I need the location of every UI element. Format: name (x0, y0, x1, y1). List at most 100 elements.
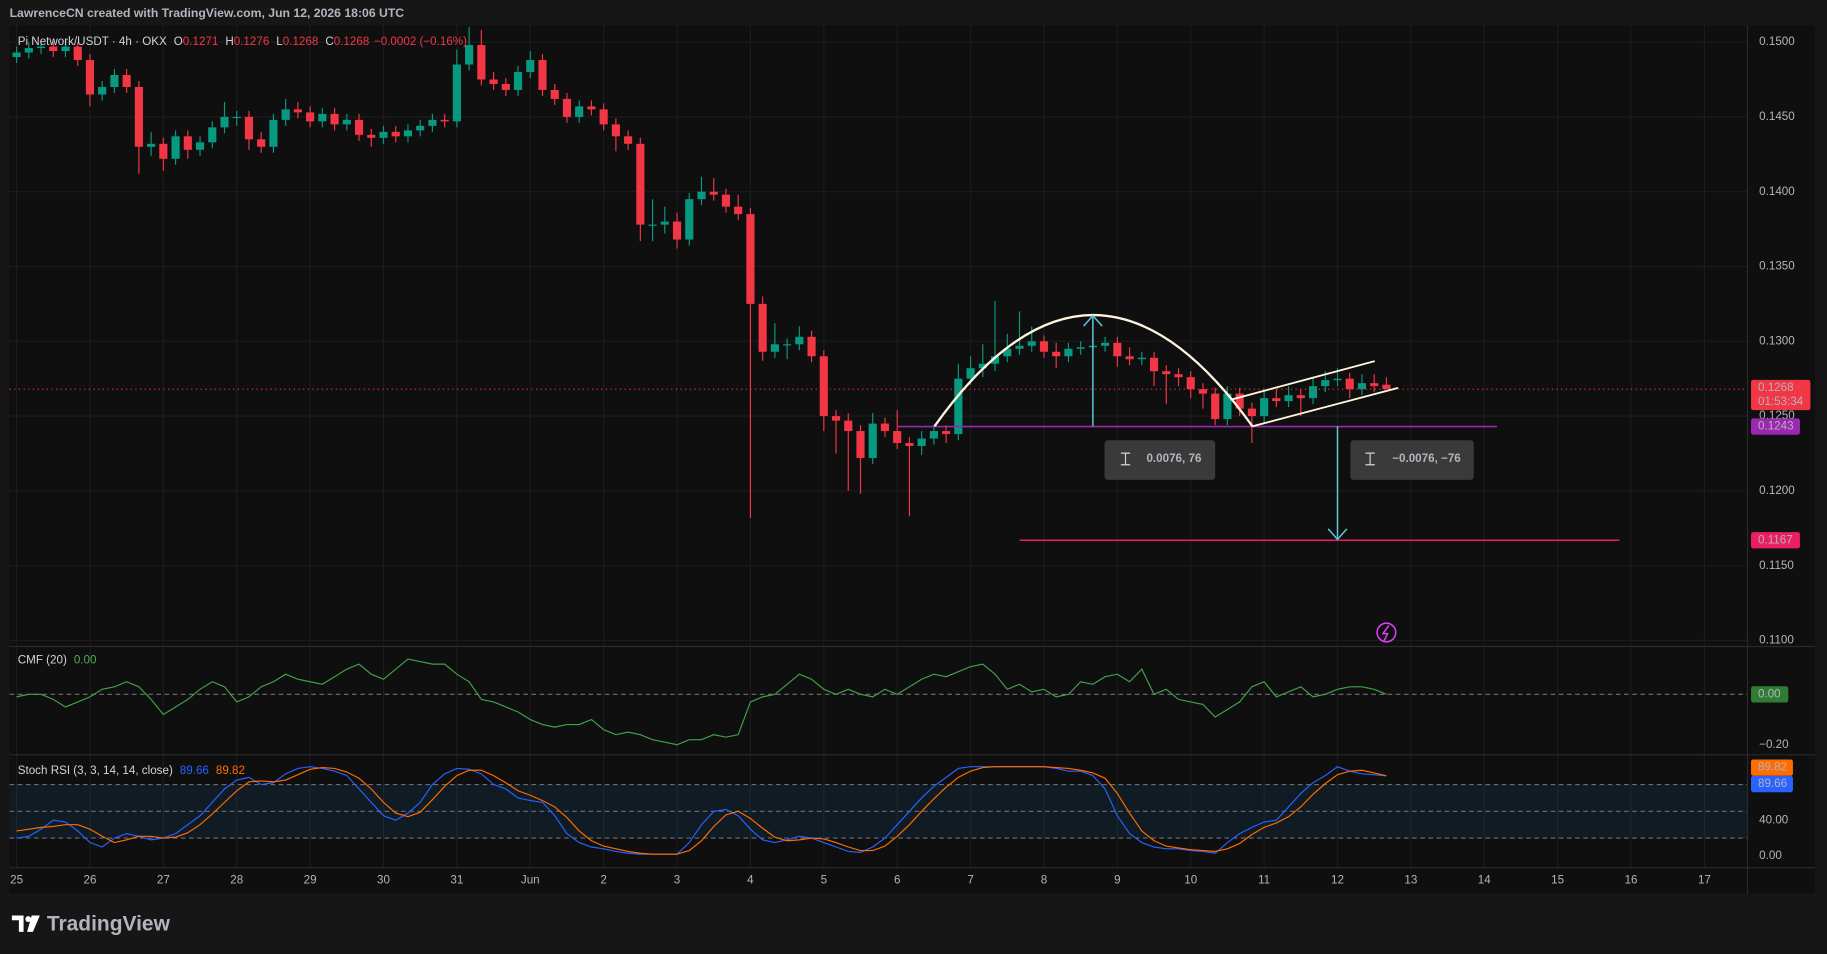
candle-body (367, 134, 376, 138)
candle-body (1272, 398, 1281, 402)
candle-body (183, 136, 192, 150)
chart-background (9, 25, 1816, 894)
legend-title: Pi Network/USDT · 4h · OKX (18, 35, 167, 48)
candle-body (489, 79, 498, 84)
candle-body (147, 143, 156, 147)
candle-body (550, 89, 559, 99)
candle-body (611, 124, 620, 137)
y-tick-label: 0.1100 (1759, 634, 1794, 647)
x-tick-label: Jun (521, 874, 540, 887)
candle-body (379, 131, 388, 138)
candle-body (844, 420, 853, 432)
candle-body (575, 106, 584, 117)
candle-body (1113, 342, 1122, 357)
y-tick-label: 0.1350 (1759, 260, 1795, 273)
candle-body (672, 221, 682, 240)
x-tick-label: 5 (821, 874, 827, 887)
x-tick-label: 11 (1258, 874, 1270, 887)
candle-body (587, 106, 596, 110)
candle-body (1296, 395, 1305, 399)
candle-body (1357, 383, 1367, 390)
measure-label: 0.0076, 76 (1146, 452, 1201, 465)
legend-value: 0.1268 (334, 35, 370, 48)
candle-body (1101, 342, 1110, 346)
indicator-title: CMF (20) (18, 654, 67, 667)
indicator-tag-label: 0.00 (1758, 687, 1781, 700)
candle-body (110, 74, 119, 87)
legend: Pi Network/USDT · 4h · OKX O0.1271 H0.1276… (18, 35, 467, 48)
legend-value: 0.1276 (234, 35, 270, 48)
y-tick-label: −0.20 (1759, 738, 1789, 751)
x-tick-label: 25 (10, 874, 23, 887)
candle-body (281, 109, 290, 120)
channel-lower (1252, 386, 1399, 428)
candle-body (428, 119, 437, 126)
event-icon[interactable] (1376, 622, 1397, 643)
y-tick-label: 0.1300 (1759, 334, 1795, 347)
legend-change: −0.0002 (−0.16%) (374, 35, 467, 48)
candle-body (734, 206, 743, 215)
candle-body (636, 143, 645, 225)
candle-body (269, 119, 278, 147)
candle-body (1321, 380, 1330, 387)
candle-body (709, 191, 718, 195)
candle-body (807, 336, 816, 357)
candle-body (526, 60, 535, 73)
y-tick-label: 0.1200 (1759, 484, 1795, 497)
candle-body (318, 113, 327, 122)
candle-body (1003, 348, 1012, 357)
candle-body (134, 86, 143, 147)
legend-key: L (276, 35, 283, 48)
candle-body (257, 139, 266, 147)
indicator-tag-label: 89.82 (1758, 761, 1787, 774)
candle-body (685, 199, 694, 240)
logo-mark (11, 915, 24, 932)
indicator-legend: CMF (20) 0.00 (18, 654, 97, 667)
indicator-tag (1751, 759, 1793, 776)
candle-body (195, 142, 205, 150)
arrow-head (1327, 528, 1348, 541)
candle-body (12, 52, 21, 58)
indicator-value: 89.66 (180, 764, 209, 777)
candle-body (1149, 357, 1159, 372)
y-tick-label: 0.1400 (1759, 185, 1795, 198)
x-tick-label: 8 (1041, 874, 1047, 887)
brand-logo: TradingView (11, 912, 171, 935)
candle-body (330, 113, 339, 125)
candle-body (1211, 393, 1220, 420)
y-tick-label: 0.00 (1759, 849, 1782, 862)
candle-body (122, 74, 131, 87)
grid-layer (9, 25, 1748, 868)
candle-body (1076, 347, 1085, 349)
candle-body (1174, 374, 1183, 378)
candle-body (1015, 345, 1024, 349)
candle-body (624, 136, 633, 144)
candle-body (1223, 393, 1232, 420)
indicator-line (16, 766, 1387, 855)
candle-body (440, 119, 449, 122)
indicator-tag (1751, 775, 1793, 793)
x-tick-label: 13 (1404, 874, 1417, 887)
candle-body (942, 431, 951, 435)
x-tick-label: 17 (1698, 874, 1711, 887)
measure-icon (1120, 452, 1131, 466)
candle-body (819, 356, 828, 417)
x-tick-label: 26 (83, 874, 96, 887)
candle-body (538, 60, 547, 90)
candle-body (697, 191, 706, 200)
candle-body (1382, 384, 1391, 390)
candle-body (1333, 378, 1342, 381)
candle-body (306, 112, 315, 122)
x-tick-label: 10 (1184, 874, 1197, 887)
arrow-head (1083, 314, 1103, 327)
legend-value: 0.1271 (183, 35, 219, 48)
candle-body (893, 431, 902, 444)
candle-body (1137, 357, 1146, 360)
x-tick-label: 12 (1331, 874, 1344, 887)
candle-body (403, 130, 413, 137)
x-tick-label: 31 (450, 874, 463, 887)
level-tag (1751, 532, 1800, 549)
x-tick-label: 9 (1114, 874, 1120, 887)
candle-body (293, 109, 302, 113)
x-tick-label: 3 (674, 874, 680, 887)
